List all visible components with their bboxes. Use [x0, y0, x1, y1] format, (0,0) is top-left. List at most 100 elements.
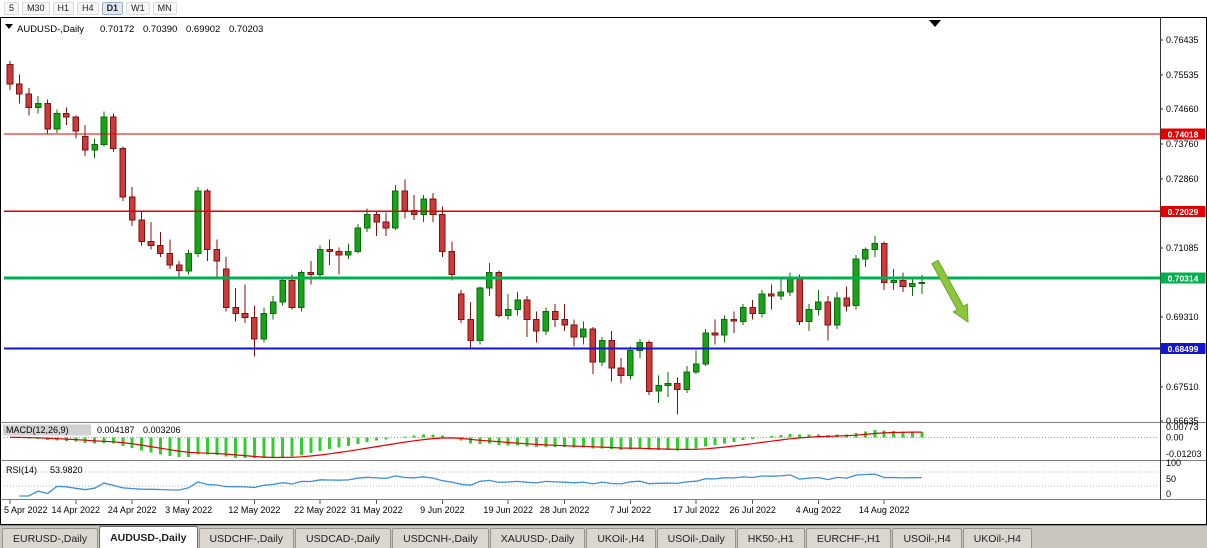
candle-bear [608, 340, 615, 369]
candle-bear [288, 280, 296, 309]
price-axis-label: 0.71085 [1166, 243, 1199, 253]
candle-bear [749, 307, 756, 315]
candle-bull [504, 309, 512, 316]
ohlc-high: 0.70390 [143, 24, 177, 35]
macd-histogram-bar [628, 437, 632, 450]
macd-histogram-bar [365, 437, 369, 442]
chart-shift-marker[interactable] [929, 20, 941, 27]
candle-bull [298, 272, 305, 309]
macd-histogram-bar [187, 437, 191, 458]
macd-histogram-bar [619, 437, 623, 450]
price-badge-label: 0.74018 [1168, 130, 1199, 140]
trend-arrow-annotation[interactable] [931, 259, 969, 323]
candle-bear [6, 64, 14, 85]
candle-bull [269, 301, 277, 314]
candle-bear [617, 367, 625, 377]
macd-main-value: 0.004187 [97, 425, 135, 435]
candle-bull [279, 280, 286, 303]
macd-signal-line [9, 431, 922, 459]
macd-histogram-bar [901, 431, 905, 438]
macd-histogram-bar [177, 437, 181, 457]
price-axis-label: 0.74660 [1166, 104, 1199, 114]
date-label: 9 Jun 2022 [420, 505, 465, 515]
candle-bear [119, 147, 127, 198]
timeframe-button-d1[interactable]: D1 [101, 2, 124, 15]
candle-bull [692, 363, 700, 373]
candle-bear [81, 136, 89, 151]
macd-histogram-bar [544, 437, 548, 447]
candle-bear [495, 272, 503, 316]
candle-bear [843, 297, 850, 307]
candle-bear [382, 221, 390, 229]
macd-histogram-bar [769, 436, 773, 438]
timeframe-button-5[interactable]: 5 [4, 2, 20, 15]
chart-tab-usdcad-daily[interactable]: USDCAD-,Daily [295, 528, 392, 548]
timeframe-button-mn[interactable]: MN [152, 2, 177, 15]
macd-histogram-bar [741, 437, 745, 441]
macd-label: MACD(12,26,9) [6, 425, 69, 435]
timeframe-button-h1[interactable]: H1 [52, 2, 75, 15]
chart-svg[interactable]: 0.76435 0.75535 0.74660 0.73760 0.72860 0.710… [0, 17, 1207, 525]
candle-bull [345, 250, 352, 256]
date-label: 24 Apr 2022 [108, 505, 157, 515]
macd-histogram-bar [722, 437, 726, 444]
chart-tab-ukoil-h4[interactable]: UKOil-,H4 [586, 528, 656, 548]
symbol-dropdown-icon [5, 24, 13, 29]
chart-tab-eurusd-daily[interactable]: EURUSD-,Daily [2, 528, 99, 548]
candle-bull [805, 309, 813, 322]
timeframe-button-h4[interactable]: H4 [77, 2, 99, 15]
candle-bull [683, 371, 691, 390]
price-badge-label: 0.72029 [1168, 207, 1199, 217]
candle-bull [909, 283, 916, 287]
chart-tab-ukoil-h4[interactable]: UKOil-,H4 [962, 528, 1032, 548]
macd-histogram-bar [140, 437, 144, 451]
candle-bear [429, 198, 437, 215]
chart-tab-hk50-h1[interactable]: HK50-,H1 [736, 528, 805, 548]
price-axis-label: 0.72860 [1166, 174, 1199, 184]
candle-bear [533, 318, 540, 332]
date-label: 14 Apr 2022 [52, 505, 101, 515]
timeframe-button-m30[interactable]: M30 [22, 2, 50, 15]
timeframe-toolbar: 5 M30 H1 H4 D1 W1 MN [0, 0, 1207, 17]
candle-bear [307, 272, 315, 276]
candle-bull [758, 293, 766, 315]
candle-bear [204, 190, 211, 250]
macd-histogram-bar [440, 435, 444, 438]
macd-histogram-bar [469, 437, 473, 444]
rsi-axis-label: 0 [1166, 489, 1171, 499]
macd-histogram-bar [600, 437, 604, 449]
rsi-label: RSI(14) [6, 465, 37, 475]
macd-histogram-bar [807, 434, 811, 438]
macd-histogram-bar [346, 437, 350, 446]
chart-tab-eurchf-h1[interactable]: EURCHF-,H1 [805, 528, 892, 548]
candle-bear [439, 213, 446, 252]
macd-histogram-bar [403, 436, 407, 438]
chart-tab-xauusd-daily[interactable]: XAUUSD-,Daily [489, 528, 586, 548]
candle-bull [833, 297, 841, 326]
candle-bear [222, 268, 230, 309]
chart-tab-usdchf-daily[interactable]: USDCHF-,Daily [198, 528, 295, 548]
price-badge-0.74018 [1160, 128, 1206, 140]
date-label: 17 Jul 2022 [673, 505, 720, 515]
macd-histogram-bar [713, 437, 717, 446]
date-label: 26 Jul 2022 [729, 505, 776, 515]
chart-tab-usoil-daily[interactable]: USOil-,Daily [656, 528, 736, 548]
ohlc-open: 0.70172 [100, 24, 134, 35]
candle-bear [561, 318, 568, 326]
candle-bear [523, 299, 531, 320]
chart-tab-usdcnh-daily[interactable]: USDCNH-,Daily [392, 528, 489, 548]
candle-bear [251, 316, 258, 340]
rsi-axis-label: 100 [1166, 458, 1181, 468]
chart-tab-audusd-daily[interactable]: AUDUSD-,Daily [99, 526, 198, 548]
chart-area[interactable]: 0.76435 0.75535 0.74660 0.73760 0.72860 0.710… [0, 17, 1207, 525]
timeframe-button-w1[interactable]: W1 [126, 2, 150, 15]
chart-tab-usoil-h4[interactable]: USOil-,H4 [892, 528, 962, 548]
candle-bear [373, 213, 380, 223]
date-label: 31 May 2022 [351, 505, 403, 515]
macd-histogram-bar [102, 437, 106, 443]
macd-histogram-bar [252, 437, 256, 458]
candle-bear [711, 332, 719, 336]
macd-histogram-bar [309, 437, 313, 454]
candle-bear [44, 103, 51, 130]
macd-histogram-bar [816, 434, 820, 438]
